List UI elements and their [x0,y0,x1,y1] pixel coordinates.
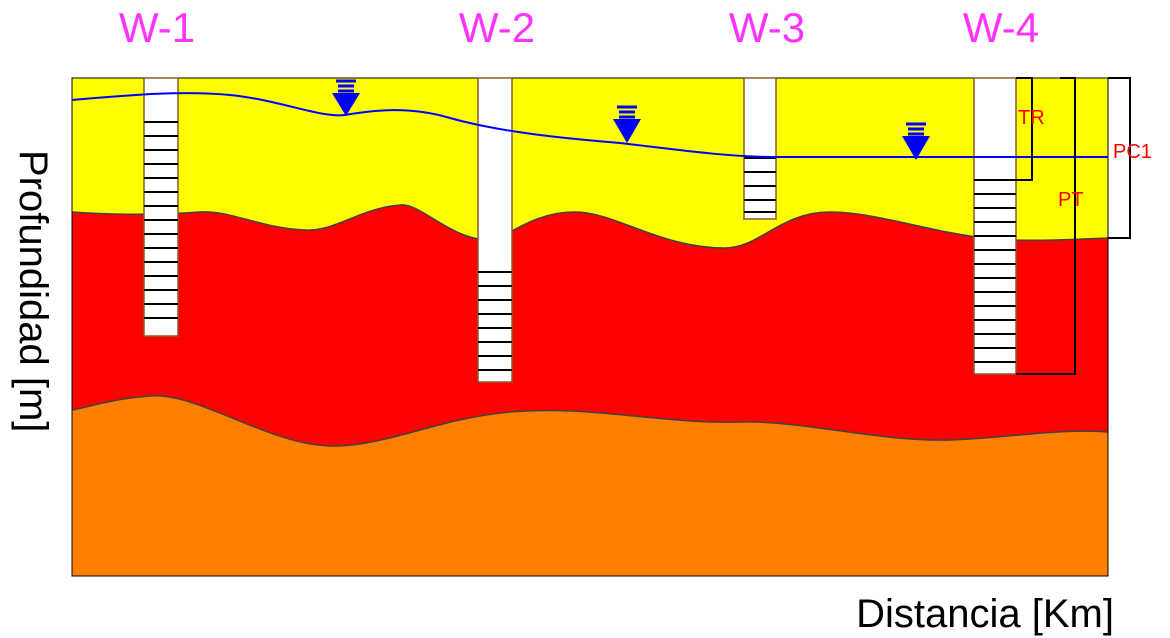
annotation-pc1: PC1 [1113,141,1152,163]
x-axis-label: Distancia [Km] [856,592,1114,636]
well-label-w1: W-1 [119,4,195,51]
water-table-line [71,92,1109,159]
bracket-pc1 [1108,77,1131,239]
annotation-tr: TR [1018,107,1045,129]
boundary-middle-bottom [72,395,1108,447]
well-w4 [973,77,1017,375]
section-layers [72,78,1108,576]
well-w1 [143,77,179,337]
well-label-w4: W-4 [963,4,1039,51]
well-label-w3: W-3 [729,4,805,51]
well-w3-screen [744,157,776,213]
well-w2 [477,77,513,383]
well-w2-screen [478,271,512,371]
bracket-pt [1016,77,1076,375]
water-table-marker-icon [613,105,641,143]
well-w3 [743,77,777,220]
water-table-marker-icon [902,122,930,160]
bracket-tr [1016,77,1033,181]
well-w1-screen [144,121,178,319]
water-table-marker-icon [332,79,360,116]
y-axis-label: Profundidad [m] [11,150,55,432]
annotation-pt: PT [1058,189,1084,211]
well-label-w2: W-2 [459,4,535,51]
well-w4-screen [974,179,1016,363]
layer-top [72,78,1108,248]
section-frame [71,77,1109,577]
boundary-top-middle [72,204,1108,249]
